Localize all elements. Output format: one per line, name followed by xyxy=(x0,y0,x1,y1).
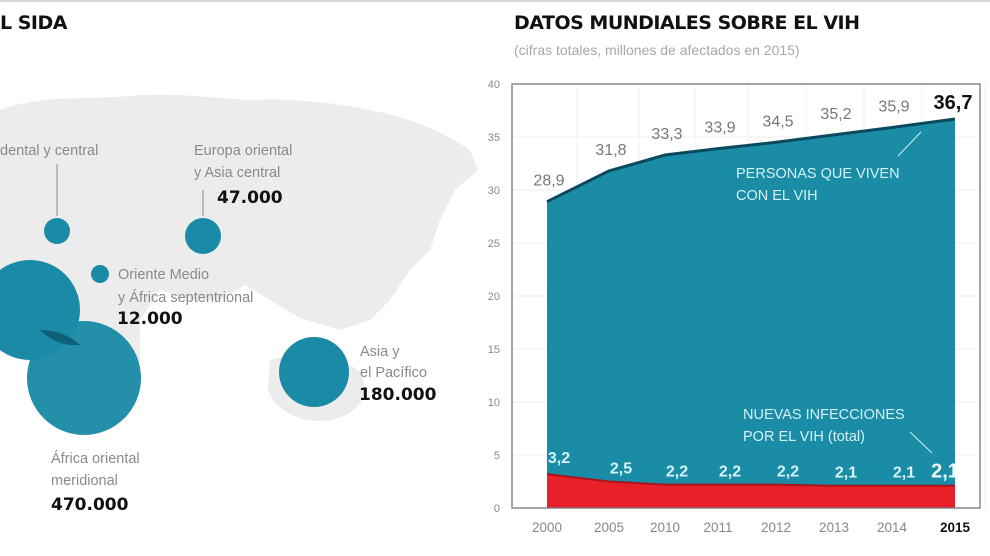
area-people-living xyxy=(547,118,955,508)
y-tick-label: 0 xyxy=(494,503,500,515)
data-labels: 28,9 31,8 33,3 33,9 34,5 35,2 35,9 36,7 3,2 2,5 2,… xyxy=(533,92,972,483)
region-europa-oriental[interactable]: Europa oriental y Asia central 47.000 xyxy=(185,143,292,254)
chart-title: DATOS MUNDIALES SOBRE EL VIH xyxy=(514,12,860,34)
y-tick-label: 5 xyxy=(494,450,500,462)
x-tick-label: 2011 xyxy=(703,520,732,535)
region-label: meridional xyxy=(51,473,118,489)
region-value: 12.000 xyxy=(117,309,183,329)
x-axis-ticks: 2000 2005 2010 2011 2012 2013 2014 2015 xyxy=(532,520,971,535)
x-tick-label: 2000 xyxy=(532,520,562,535)
y-tick-label: 40 xyxy=(488,79,500,91)
area-new-infections xyxy=(547,474,955,508)
y-tick-label: 20 xyxy=(488,291,500,303)
data-label-people-living: 34,5 xyxy=(762,113,793,130)
region-oriente-medio[interactable]: Oriente Medio y África septentrional 12.… xyxy=(91,265,253,329)
bubble-africa-oriental[interactable] xyxy=(27,321,141,435)
x-tick-label: 2014 xyxy=(877,520,908,535)
top-divider xyxy=(0,0,990,2)
data-label-new-infections: 2,2 xyxy=(719,464,741,481)
annotation-leader-people-living xyxy=(897,131,922,157)
y-tick-label: 15 xyxy=(488,344,500,356)
world-map: dental y central Europa oriental y Asia … xyxy=(0,94,478,515)
data-label-new-infections: 2,1 xyxy=(931,461,959,483)
data-label-people-living: 35,2 xyxy=(820,106,851,123)
bubble-europa-occidental[interactable] xyxy=(44,218,70,244)
region-label: y África septentrional xyxy=(118,289,253,306)
data-label-new-infections: 3,2 xyxy=(548,450,570,467)
y-tick-label: 30 xyxy=(488,185,500,197)
data-label-people-living: 33,9 xyxy=(704,120,735,137)
region-label: Europa oriental xyxy=(194,143,292,159)
line-new-infections xyxy=(546,473,955,487)
data-label-people-living: 33,3 xyxy=(651,126,682,143)
chart-subtitle: (cifras totales, millones de afectados e… xyxy=(514,42,800,58)
region-value: 180.000 xyxy=(359,385,437,405)
map-title: L SIDA xyxy=(0,12,67,34)
data-label-new-infections: 2,1 xyxy=(893,465,915,482)
region-label: África oriental xyxy=(51,450,140,467)
bubble-overlap xyxy=(40,329,80,346)
x-tick-label: 2005 xyxy=(594,520,624,535)
region-africa-oriental[interactable]: África oriental meridional 470.000 xyxy=(27,321,141,515)
region-label: Oriente Medio xyxy=(118,267,209,283)
data-label-new-infections: 2,2 xyxy=(666,464,688,481)
region-europa-occidental[interactable]: dental y central xyxy=(0,143,98,244)
annotation-people-living: CON EL VIH xyxy=(736,188,818,204)
data-label-people-living: 28,9 xyxy=(533,173,564,190)
region-value: 47.000 xyxy=(217,188,283,208)
annotation-new-infections: POR EL VIH (total) xyxy=(743,429,865,445)
data-label-people-living: 35,9 xyxy=(878,98,909,115)
series-annotations: PERSONAS QUE VIVEN CON EL VIH NUEVAS INFEC… xyxy=(736,131,933,454)
annotation-new-infections: NUEVAS INFECCIONES xyxy=(743,407,905,423)
region-value: 470.000 xyxy=(51,495,129,515)
y-tick-label: 25 xyxy=(488,238,500,250)
x-tick-label: 2013 xyxy=(819,520,849,535)
data-label-new-infections: 2,1 xyxy=(835,465,857,482)
line-people-living xyxy=(546,117,956,204)
region-label: Asia y xyxy=(360,344,400,360)
chart-areas xyxy=(546,117,956,508)
bubble-asia-pacifico[interactable] xyxy=(279,337,349,407)
bubble-europa-oriental[interactable] xyxy=(185,218,221,254)
x-tick-label: 2015 xyxy=(940,520,971,535)
x-tick-label: 2010 xyxy=(650,520,680,535)
annotation-leader-new-infections xyxy=(909,431,933,454)
data-label-people-living: 31,8 xyxy=(595,142,626,159)
annotation-people-living: PERSONAS QUE VIVEN xyxy=(736,166,900,182)
data-label-people-living: 36,7 xyxy=(934,92,973,114)
data-label-new-infections: 2,2 xyxy=(777,464,799,481)
region-label: y Asia central xyxy=(194,165,280,181)
region-label: dental y central xyxy=(0,143,98,159)
y-tick-label: 10 xyxy=(488,397,500,409)
x-tick-label: 2012 xyxy=(761,520,791,535)
chart-frame xyxy=(511,83,981,509)
bubble-oriente-medio[interactable] xyxy=(91,265,109,283)
region-label: el Pacífico xyxy=(360,365,427,381)
region-asia-pacifico[interactable]: Asia y el Pacífico 180.000 xyxy=(279,337,437,407)
data-label-new-infections: 2,5 xyxy=(610,461,632,478)
y-axis-ticks: 0 5 10 15 20 25 30 35 40 xyxy=(488,79,500,515)
y-tick-label: 35 xyxy=(488,132,500,144)
